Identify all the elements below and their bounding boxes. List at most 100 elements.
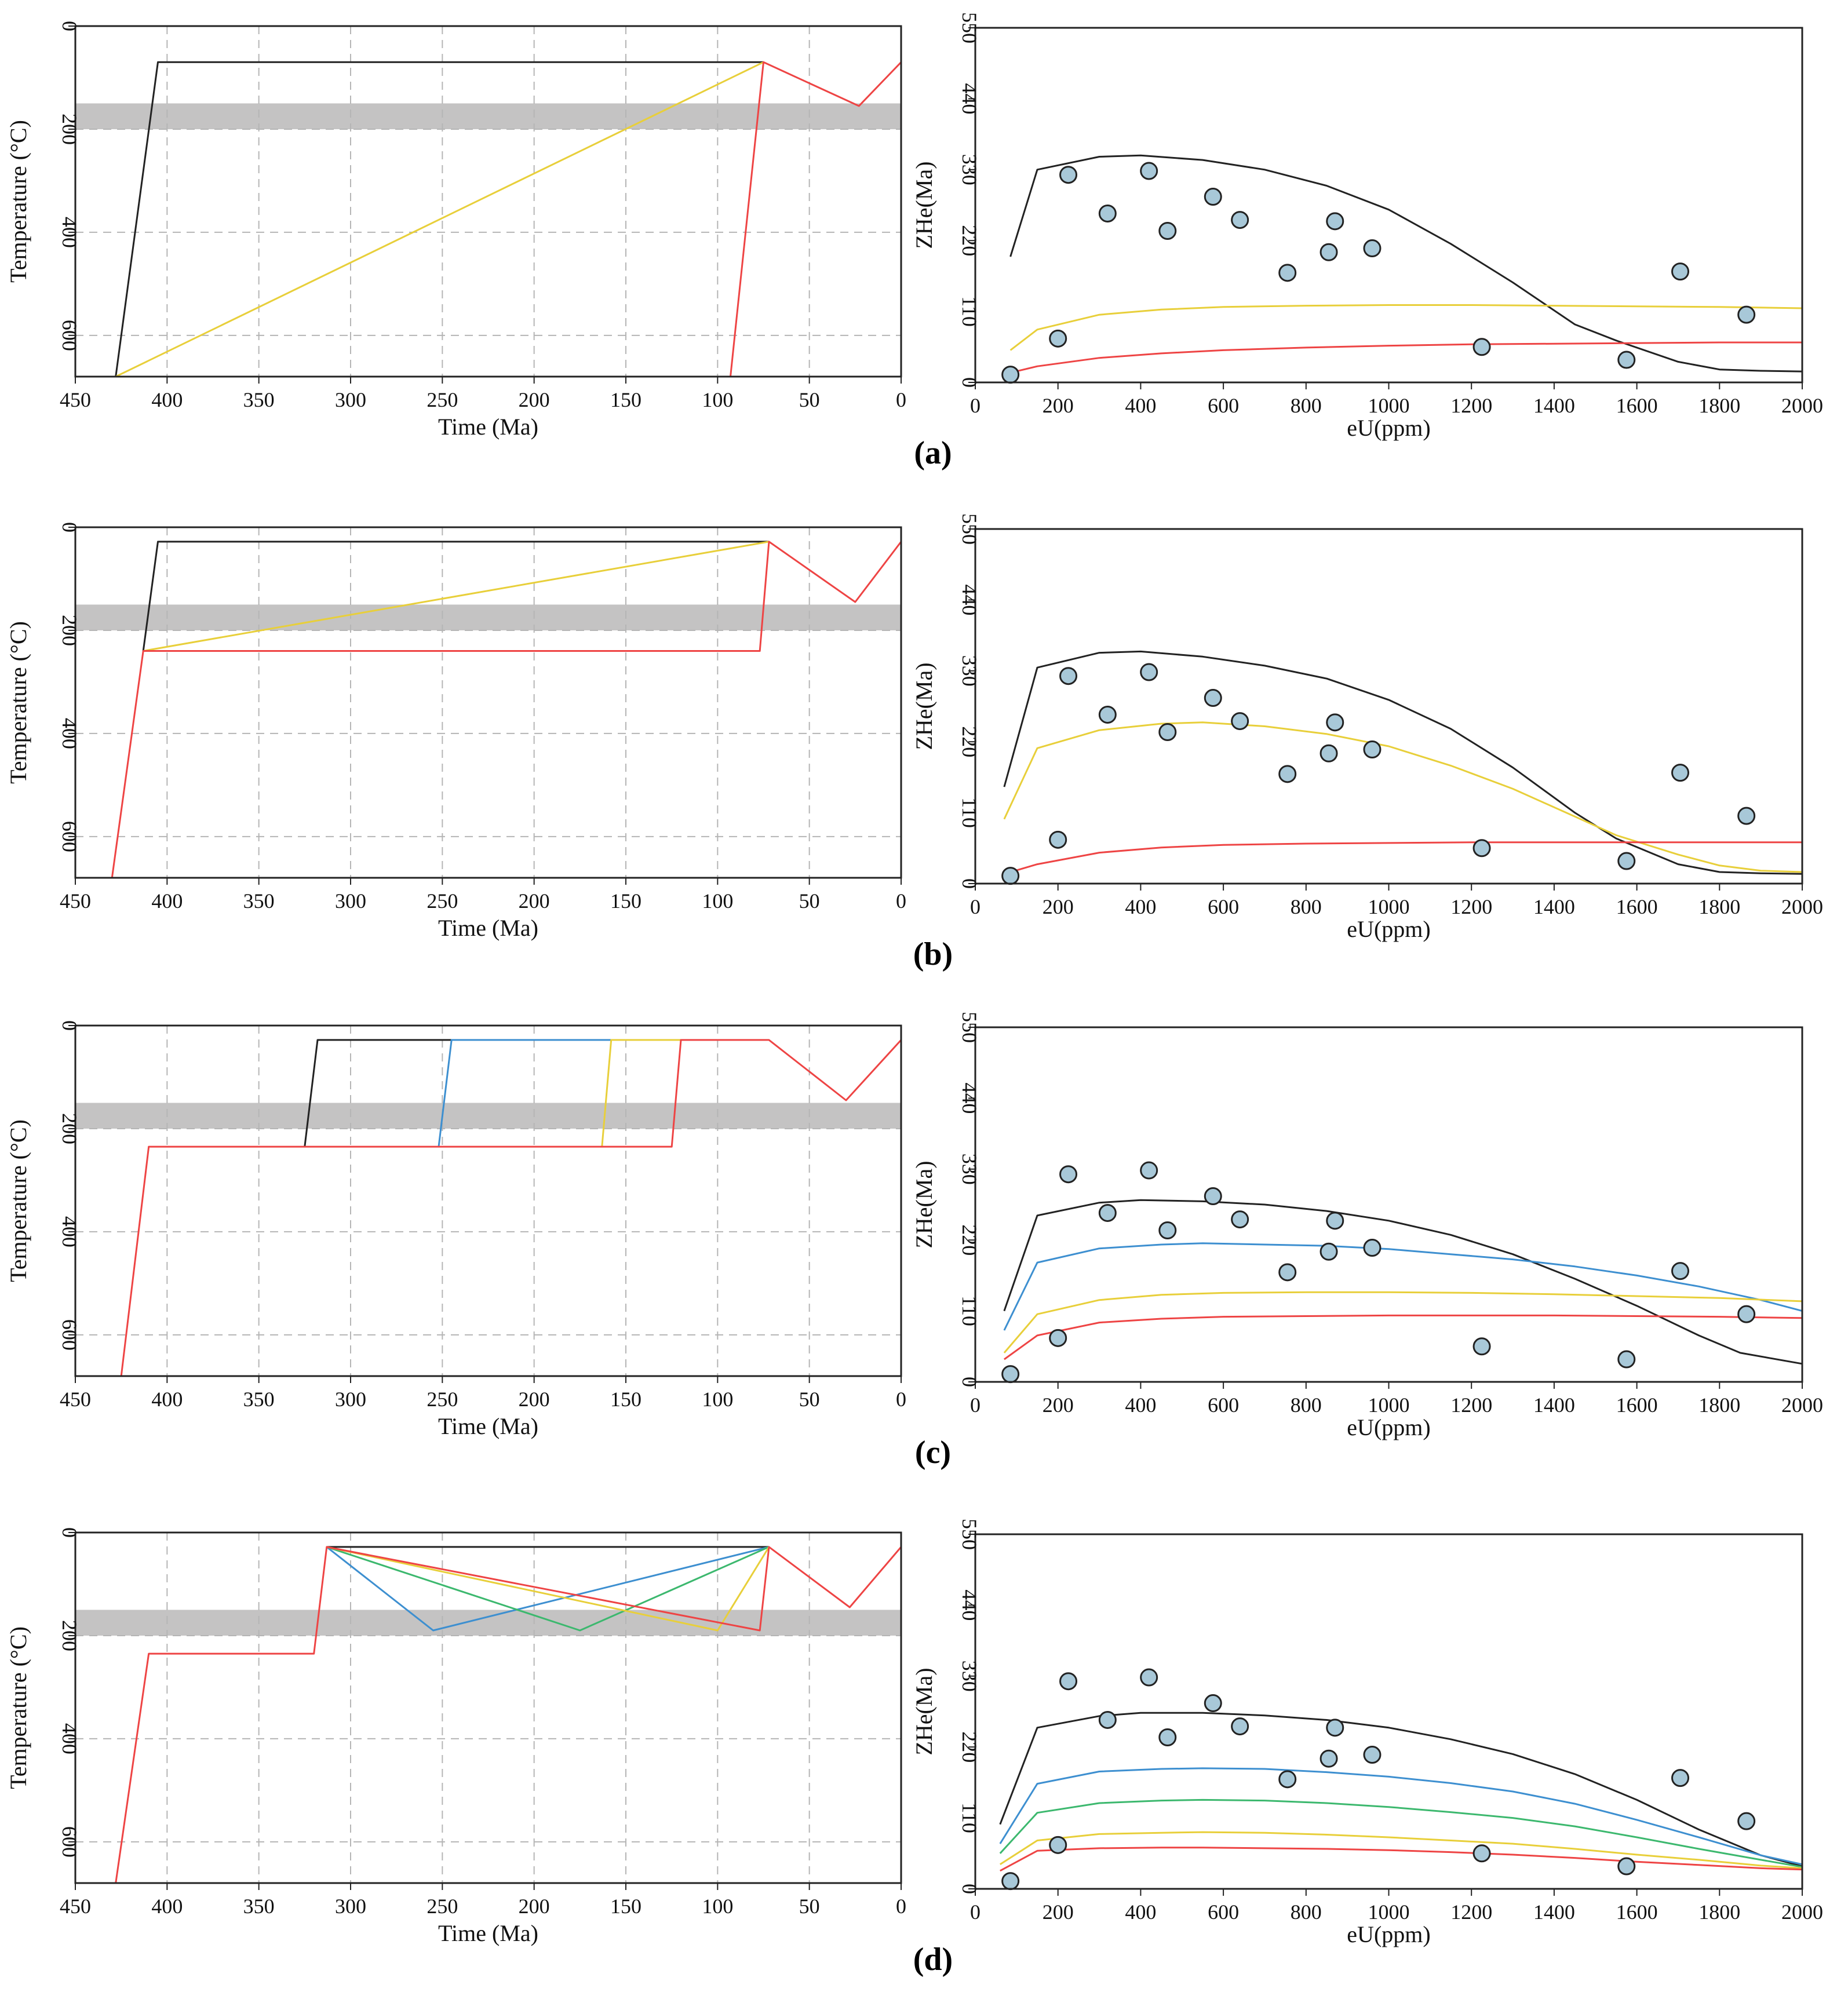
time-xtick-label: 50 [799,889,820,913]
zhe-sample-point [1001,867,1020,885]
age-xtick-label: 1000 [1368,1393,1410,1417]
age-ytick-label: 330 [958,1661,981,1692]
panel-label: (b) [913,936,953,972]
zhe-sample-point [1320,1749,1338,1768]
zhe-sample-point [1671,764,1690,782]
time-ytick-label: 200 [58,114,81,145]
time-xtick-label: 100 [702,388,733,411]
age-xtick-label: 600 [1208,1393,1239,1417]
time-ytick-label: 400 [58,1216,81,1247]
time-temperature-plot: 450 400 350 300 250 200 150 100 50 0 0 200 400 600 Tim… [5,1020,906,1439]
zhe-sample-point [1617,1350,1636,1369]
age-ytick-label: 440 [958,1589,981,1621]
zhe-sample-point [1140,1161,1158,1180]
time-xtick-label: 200 [519,889,550,913]
age-ytick-label: 550 [958,1012,981,1043]
age-xtick-label: 400 [1125,394,1156,417]
zhe-sample-point [1617,852,1636,870]
time-ytick-label: 200 [58,1620,81,1651]
time-ytick-label: 600 [58,1319,81,1351]
age-ytick-label: 0 [958,377,981,388]
thermal-path-yellow [115,61,764,378]
time-xtick-label: 300 [335,388,366,411]
time-plot-frame [74,25,902,378]
thermal-path-red [115,1546,902,1884]
zhe-sample-point [1472,839,1491,858]
zhe-sample-point [1231,211,1249,229]
zhe-sample-point [1472,338,1491,356]
zhe-sample-point [1098,1203,1117,1222]
time-ytick-label: 0 [58,1527,81,1538]
time-xtick-label: 350 [243,1895,275,1918]
time-temperature-plot: 450 400 350 300 250 200 150 100 50 0 0 200 400 600 Tim… [5,522,906,941]
age-ytick-label: 0 [958,1884,981,1894]
time-xtick-label: 100 [702,1388,733,1411]
time-ytick-label: 0 [58,522,81,532]
age-ytick-label: 0 [958,878,981,889]
time-xtick-label: 0 [896,1388,906,1411]
zhe-sample-point [1326,212,1344,231]
age-xtick-label: 1200 [1450,1900,1492,1924]
thermal-path-red [111,541,902,878]
predicted-age-curve-blue [1003,1242,1803,1331]
time-xtick-label: 250 [427,388,458,411]
zhe-sample-point [1001,1365,1020,1384]
time-x-axis-title: Time (Ma) [438,1920,538,1946]
zhe-sample-point [1001,1872,1020,1891]
age-xtick-label: 0 [970,1900,981,1924]
time-xtick-label: 350 [243,388,275,411]
predicted-age-curve-black [1003,1199,1803,1365]
zhe-sample-point [1472,1337,1491,1356]
time-xtick-label: 200 [519,1895,550,1918]
age-ytick-label: 220 [958,1224,981,1256]
age-ytick-label: 0 [958,1377,981,1387]
zhe-sample-point [1204,188,1222,206]
time-ytick-label: 400 [58,718,81,749]
predicted-age-curve-red [1010,341,1802,374]
panel-label: (c) [915,1435,951,1471]
zhe-sample-point [1326,1719,1344,1737]
time-ytick-label: 600 [58,320,81,351]
age-y-axis-title: ZHe(Ma) [911,161,937,249]
zhe-sample-point [1098,204,1117,222]
age-ytick-label: 440 [958,1082,981,1114]
age-xtick-label: 1000 [1368,394,1410,417]
zhe-sample-point [1049,1329,1067,1347]
zhe-sample-point [1278,765,1297,783]
age-xtick-label: 800 [1291,895,1322,918]
time-xtick-label: 150 [610,1388,641,1411]
zhe-sample-point [1737,1812,1756,1830]
zhe-sample-point [1158,222,1177,240]
age-xtick-label: 600 [1208,895,1239,918]
thermal-path-red [730,61,902,377]
time-xtick-label: 350 [243,889,275,913]
time-xtick-label: 250 [427,1895,458,1918]
zhe-sample-point [1363,1239,1382,1257]
time-xtick-label: 150 [610,889,641,913]
age-ytick-label: 550 [958,513,981,545]
time-xtick-label: 50 [799,388,820,411]
age-xtick-label: 400 [1125,895,1156,918]
age-xtick-label: 1600 [1616,394,1658,417]
zhe-sample-point [1204,689,1222,707]
zhe-sample-point [1158,1221,1177,1240]
age-ytick-label: 550 [958,1519,981,1550]
predicted-age-curve-yellow [1009,304,1803,351]
time-xtick-label: 300 [335,1388,366,1411]
age-xtick-label: 1400 [1533,1393,1575,1417]
zhe-sample-point [1098,1710,1117,1729]
age-xtick-label: 1000 [1368,895,1410,918]
time-y-axis-title: Temperature (°C) [5,1626,31,1789]
time-plot-frame [74,1531,902,1884]
zhe-sample-point [1617,1857,1636,1876]
time-ytick-label: 400 [58,1723,81,1754]
age-xtick-label: 1800 [1698,394,1740,417]
time-plot-frame [74,1024,902,1377]
predicted-age-curve-black [1003,650,1803,875]
time-xtick-label: 400 [151,889,183,913]
time-xtick-label: 400 [151,388,183,411]
zhe-sample-point [1320,1242,1338,1261]
age-xtick-label: 200 [1043,895,1074,918]
zhe-sample-point [1363,239,1382,258]
zhe-sample-point [1671,1769,1690,1787]
